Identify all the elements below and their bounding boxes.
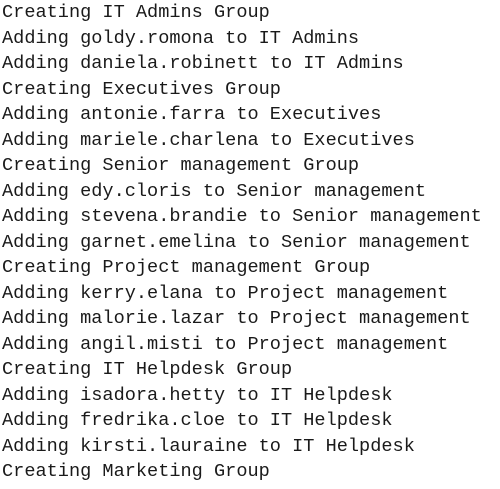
- console-line: Adding daniela.robinett to IT Admins: [2, 53, 404, 74]
- console-line: Creating IT Admins Group: [2, 2, 270, 23]
- console-line: Adding mariele.charlena to Executives: [2, 129, 415, 151]
- console-line: Creating IT Helpdesk Group: [2, 359, 293, 380]
- console-line: Creating Executives Group: [2, 78, 281, 100]
- console-line: Adding angil.misti to Project management: [2, 333, 449, 355]
- console-line: Creating Marketing Group: [2, 461, 270, 482]
- console-line: Adding garnet.emelina to Senior manageme…: [2, 231, 471, 253]
- console-line: Adding malorie.lazar to Project manageme…: [2, 308, 471, 329]
- console-line: Adding kirsti.lauraine to IT Helpdesk: [2, 435, 415, 457]
- console-line: Adding goldy.romona to IT Admins: [2, 27, 360, 49]
- console-line: Adding fredrika.cloe to IT Helpdesk: [2, 410, 393, 431]
- console-line: Adding edy.cloris to Senior management: [2, 180, 427, 202]
- console-line: Adding kerry.elana to Project management: [2, 282, 449, 304]
- console-line: Creating Senior management Group: [2, 155, 360, 176]
- console-line: Creating Project management Group: [2, 257, 371, 278]
- console-line: Adding isadora.hetty to IT Helpdesk: [2, 384, 393, 406]
- console-line: Adding stevena.brandie to Senior managem…: [2, 206, 482, 227]
- console-line: Adding antonie.farra to Executives: [2, 104, 382, 125]
